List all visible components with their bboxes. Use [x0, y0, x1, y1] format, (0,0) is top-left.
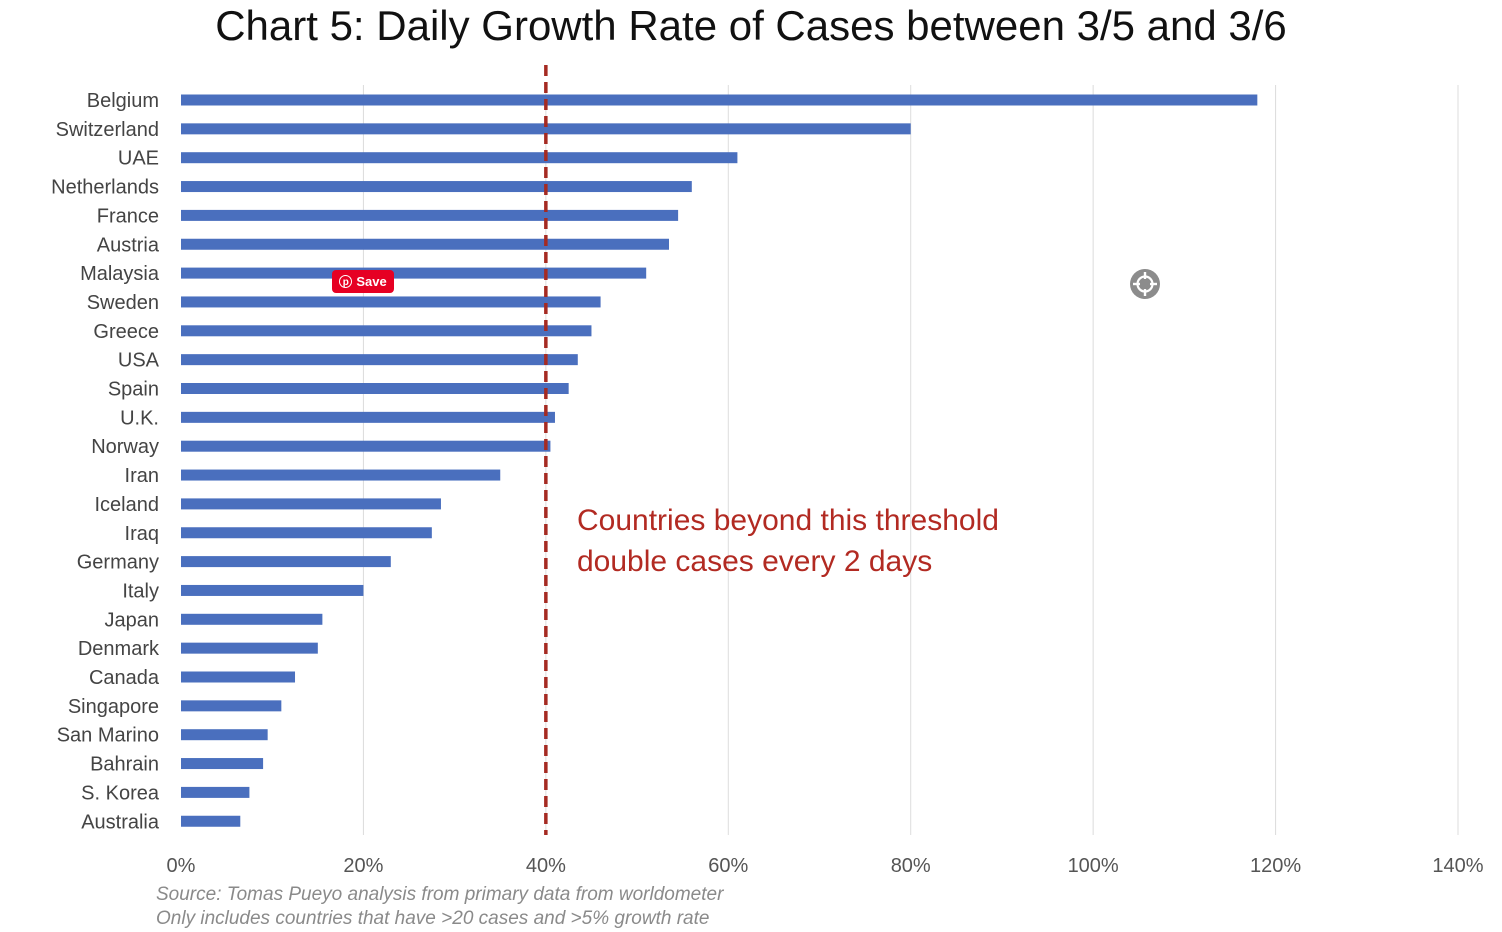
y-category-label: Netherlands	[51, 177, 159, 199]
source-line-1: Source: Tomas Pueyo analysis from primar…	[156, 884, 724, 905]
y-category-label: Switzerland	[56, 119, 159, 141]
y-category-label: Italy	[122, 580, 159, 602]
bar	[181, 440, 551, 452]
bar	[181, 671, 296, 683]
x-tick-label: 20%	[343, 855, 383, 877]
x-tick-label: 40%	[526, 855, 566, 877]
bar	[181, 411, 555, 423]
bar	[181, 584, 364, 596]
bar	[181, 786, 250, 798]
bar	[181, 181, 692, 193]
bar	[181, 758, 264, 770]
y-category-label: Canada	[89, 667, 160, 689]
bar	[181, 296, 601, 308]
bar	[181, 815, 241, 827]
bar	[181, 354, 578, 366]
x-tick-label: 60%	[708, 855, 748, 877]
bar	[181, 556, 391, 568]
chart-title: Chart 5: Daily Growth Rate of Cases betw…	[215, 2, 1287, 49]
source-note: Source: Tomas Pueyo analysis from primar…	[156, 883, 723, 931]
y-category-label: Denmark	[78, 638, 160, 660]
bar	[181, 613, 323, 625]
x-tick-label: 140%	[1432, 855, 1483, 877]
bar	[181, 527, 432, 539]
y-category-label: Norway	[91, 436, 159, 458]
x-tick-label: 80%	[891, 855, 931, 877]
y-category-label: Iceland	[95, 494, 160, 516]
y-category-label: Australia	[81, 811, 160, 833]
y-category-label: San Marino	[57, 725, 159, 747]
bar	[181, 325, 592, 337]
y-category-label: UAE	[118, 148, 159, 170]
pinterest-save-label: Save	[356, 274, 387, 289]
y-category-label: Iraq	[125, 523, 159, 545]
y-category-label: S. Korea	[81, 782, 160, 804]
y-category-label: Greece	[93, 321, 159, 343]
threshold-annotation: Countries beyond this threshold	[577, 504, 999, 537]
crosshair-icon[interactable]	[1129, 268, 1161, 300]
threshold-annotation: double cases every 2 days	[577, 545, 932, 578]
y-category-label: Malaysia	[80, 263, 160, 285]
x-tick-label: 100%	[1068, 855, 1119, 877]
bar	[181, 209, 679, 221]
y-category-label: USA	[118, 350, 160, 372]
source-line-2: Only includes countries that have >20 ca…	[156, 908, 710, 929]
bar	[181, 700, 282, 712]
bar	[181, 238, 669, 250]
bar	[181, 94, 1258, 106]
y-category-label: Iran	[125, 465, 159, 487]
pinterest-save-button[interactable]: p Save	[332, 270, 394, 293]
y-category-label: U.K.	[120, 407, 159, 429]
y-category-label: Japan	[105, 609, 160, 631]
pinterest-icon: p	[339, 275, 353, 288]
bar	[181, 152, 738, 164]
y-category-label: Singapore	[68, 696, 159, 718]
bar	[181, 123, 911, 135]
y-category-label: Belgium	[87, 90, 159, 112]
bar	[181, 729, 268, 741]
bar	[181, 469, 501, 481]
bar	[181, 267, 647, 279]
y-category-label: Bahrain	[90, 754, 159, 776]
bar	[181, 642, 318, 654]
x-tick-label: 0%	[167, 855, 196, 877]
y-category-label: France	[97, 205, 159, 227]
y-category-label: Spain	[108, 379, 159, 401]
y-category-label: Sweden	[87, 292, 159, 314]
y-category-label: Germany	[77, 552, 159, 574]
x-tick-label: 120%	[1250, 855, 1301, 877]
bar	[181, 498, 441, 510]
y-category-label: Austria	[97, 234, 160, 256]
bar	[181, 383, 569, 394]
